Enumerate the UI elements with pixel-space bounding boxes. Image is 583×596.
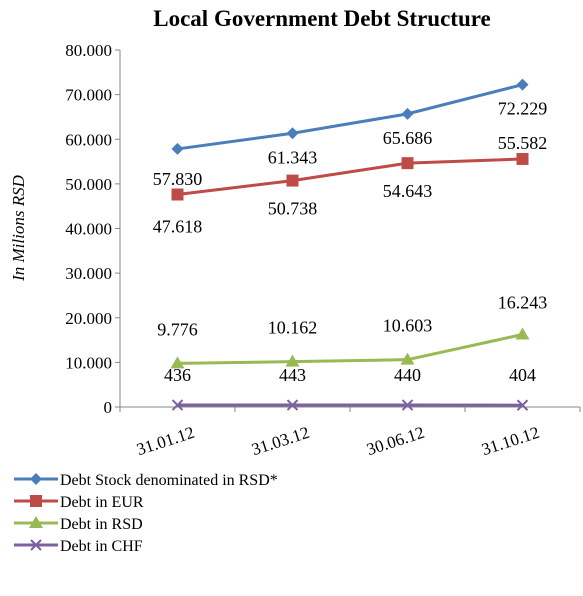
data-label: 47.618: [153, 217, 203, 237]
x-tick-label: 30.06.12: [364, 423, 426, 459]
data-label: 10.162: [268, 318, 318, 338]
data-label: 50.738: [268, 199, 318, 219]
y-axis-label: In Milions RSD: [9, 174, 28, 281]
data-point: [286, 174, 299, 187]
y-tick-label: 20.000: [65, 309, 112, 328]
data-point: [286, 127, 299, 140]
data-label: 9.776: [157, 319, 198, 339]
legend-label: Debt in EUR: [60, 494, 144, 511]
data-point: [516, 152, 529, 165]
y-tick-label: 30.000: [65, 264, 112, 283]
legend-item: Debt Stock denominated in RSD*: [14, 472, 278, 489]
data-label: 54.643: [383, 181, 433, 201]
data-point: [516, 78, 529, 91]
series-line: [177, 83, 523, 151]
data-label: 440: [394, 365, 421, 385]
data-point: [285, 354, 300, 367]
data-point: [515, 327, 530, 340]
legend-label: Debt in RSD: [60, 516, 143, 533]
data-label: 404: [509, 365, 536, 385]
legend: Debt Stock denominated in RSD* Debt in EU…: [14, 472, 278, 555]
data-point: [516, 399, 529, 411]
x-tick-label: 31.01.12: [134, 423, 196, 459]
marker-stroke: [30, 539, 42, 551]
data-point: [171, 142, 184, 155]
y-tick-label: 70.000: [65, 86, 112, 105]
marker-stroke: [516, 399, 529, 411]
data-label: 443: [279, 365, 306, 385]
series-debt-in-chf: 436 443 440 404: [164, 365, 536, 411]
data-point: [171, 188, 184, 201]
y-tick-label: 80.000: [65, 41, 112, 60]
legend-label: Debt in CHF: [60, 538, 143, 555]
data-point: [170, 356, 185, 369]
legend-marker: [30, 539, 42, 551]
legend-item: Debt in EUR: [14, 494, 144, 511]
y-tick-label: 60.000: [65, 130, 112, 149]
y-tick-label: 40.000: [65, 220, 112, 239]
marker-stroke: [286, 399, 299, 411]
data-point: [171, 399, 184, 411]
series-line: [177, 157, 523, 196]
data-label: 16.243: [498, 293, 548, 313]
data-point: [400, 352, 415, 365]
legend-marker: [30, 473, 42, 485]
legend-label: Debt Stock denominated in RSD*: [60, 472, 278, 489]
data-point: [401, 399, 414, 411]
chart-title: Local Government Debt Structure: [153, 6, 491, 31]
data-label: 72.229: [498, 99, 548, 119]
series-debt-in-eur: 47.618 50.738 54.643 55.582: [153, 133, 548, 237]
series-line: [177, 333, 523, 365]
series-debt-in-rsd: 9.776 10.162 10.603 16.243: [157, 293, 547, 369]
y-tick-label: 10.000: [65, 353, 112, 372]
marker-stroke: [401, 399, 414, 411]
plot-area: 0 10.000 20.000 30.000 40.000 50.000 60.000 70.…: [65, 41, 581, 459]
marker-stroke: [171, 399, 184, 411]
series-debt-stock-denominated-in-rsd: 57.830 61.343 65.686 72.229: [153, 78, 548, 189]
data-point: [286, 399, 299, 411]
legend-marker: [29, 516, 43, 528]
data-label: 10.603: [383, 316, 433, 336]
legend-item: Debt in RSD: [14, 516, 143, 533]
data-label: 55.582: [498, 133, 548, 153]
x-tick-label: 31.10.12: [479, 423, 541, 459]
data-label: 57.830: [153, 169, 203, 189]
x-tick-label: 31.03.12: [249, 423, 311, 459]
y-tick-label: 50.000: [65, 175, 112, 194]
legend-item: Debt in CHF: [14, 538, 143, 555]
legend-marker: [30, 495, 42, 507]
data-label: 61.343: [268, 147, 318, 167]
data-point: [401, 107, 414, 120]
data-point: [401, 157, 414, 170]
data-label: 436: [164, 365, 191, 385]
data-label: 65.686: [383, 128, 433, 148]
y-tick-label: 0: [104, 398, 113, 417]
